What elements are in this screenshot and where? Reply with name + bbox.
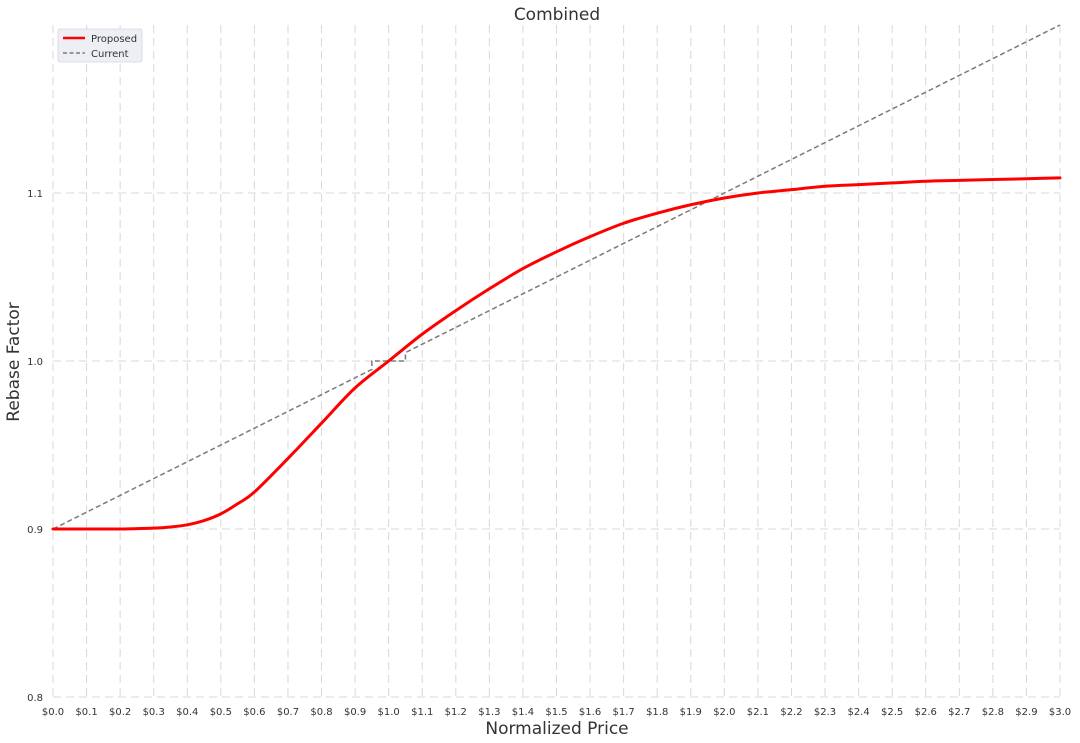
- x-tick-label: $1.0: [378, 707, 400, 718]
- x-tick-label: $2.4: [847, 707, 869, 718]
- chart-title: Combined: [514, 5, 600, 25]
- x-tick-label: $1.9: [680, 707, 702, 718]
- x-tick-label: $2.0: [713, 707, 735, 718]
- x-tick-label: $1.6: [579, 707, 601, 718]
- x-tick-label: $1.1: [411, 707, 433, 718]
- x-tick-label: $0.1: [75, 707, 97, 718]
- series-layer: [51, 24, 1062, 531]
- y-tick-label: 0.9: [27, 525, 43, 536]
- x-tick-label: $1.3: [478, 707, 500, 718]
- x-tick-label: $0.6: [243, 707, 265, 718]
- x-tick-label: $0.2: [109, 707, 131, 718]
- grid: [52, 25, 1061, 698]
- x-tick-label: $1.2: [445, 707, 467, 718]
- x-tick-label: $2.3: [814, 707, 836, 718]
- x-tick-label: $0.9: [344, 707, 366, 718]
- x-tick-label: $2.7: [948, 707, 970, 718]
- legend-label-proposed: Proposed: [91, 34, 137, 45]
- y-tick-label: 0.8: [27, 693, 43, 704]
- x-tick-label: $0.8: [310, 707, 332, 718]
- x-tick-label: $0.0: [42, 707, 64, 718]
- legend: Proposed Current: [57, 28, 143, 63]
- x-tick-label: $3.0: [1049, 707, 1071, 718]
- x-tick-labels: $0.0 $0.1 $0.2 $0.3 $0.4 $0.5 $0.6 $0.7 $0.8 $0.9…: [42, 707, 1071, 718]
- x-tick-label: $1.7: [613, 707, 635, 718]
- x-tick-label: $0.7: [277, 707, 299, 718]
- y-tick-labels: 0.8 0.9 1.0 1.1: [27, 189, 43, 704]
- x-tick-label: $2.2: [780, 707, 802, 718]
- x-tick-label: $1.4: [512, 707, 534, 718]
- x-axis-label: Normalized Price: [485, 719, 628, 739]
- x-tick-label: $0.4: [176, 707, 198, 718]
- x-tick-label: $2.9: [1015, 707, 1037, 718]
- x-tick-label: $1.8: [646, 707, 668, 718]
- y-tick-label: 1.1: [27, 189, 43, 200]
- series-line-proposed: [51, 176, 1062, 531]
- x-tick-label: $1.5: [545, 707, 567, 718]
- y-axis-label: Rebase Factor: [4, 302, 24, 421]
- y-tick-label: 1.0: [27, 357, 43, 368]
- x-tick-label: $2.6: [915, 707, 937, 718]
- x-tick-label: $2.5: [881, 707, 903, 718]
- x-tick-label: $0.3: [143, 707, 165, 718]
- x-tick-label: $2.8: [982, 707, 1004, 718]
- series-line-current: [52, 24, 1061, 530]
- x-tick-label: $2.1: [747, 707, 769, 718]
- x-tick-label: $0.5: [210, 707, 232, 718]
- legend-label-current: Current: [91, 49, 129, 60]
